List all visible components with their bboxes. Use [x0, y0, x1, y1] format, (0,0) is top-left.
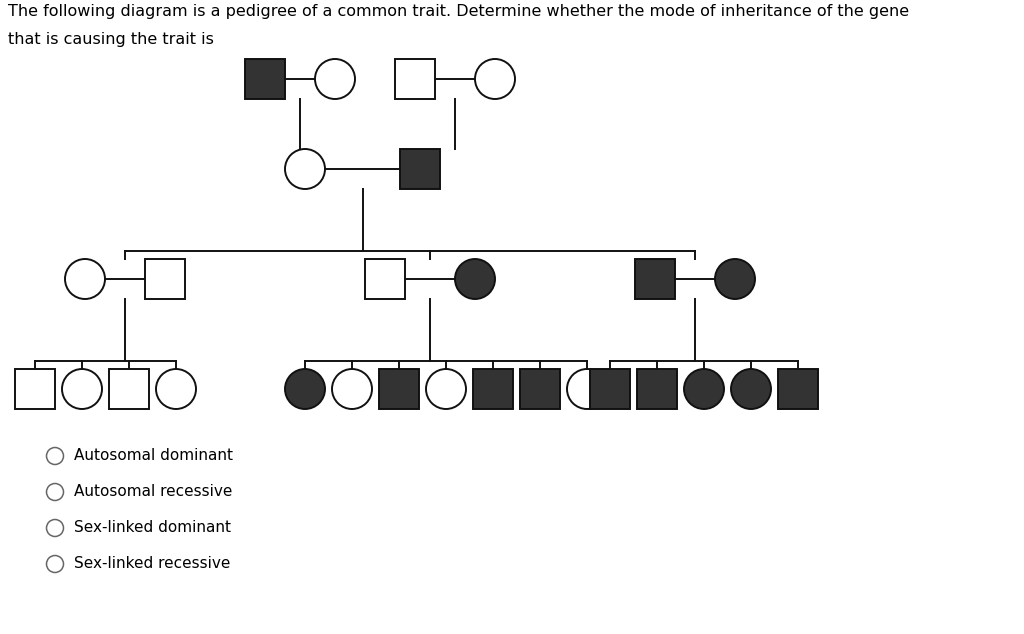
Bar [778, 369, 818, 409]
Circle shape [65, 259, 105, 299]
Circle shape [46, 555, 63, 573]
Circle shape [332, 369, 372, 409]
Bar [473, 369, 513, 409]
Circle shape [156, 369, 196, 409]
Circle shape [62, 369, 102, 409]
Circle shape [684, 369, 724, 409]
Bar [637, 369, 677, 409]
Bar [379, 369, 419, 409]
Text: that is causing the trait is: that is causing the trait is [8, 32, 214, 47]
Bar [400, 149, 440, 189]
Text: Sex-linked recessive: Sex-linked recessive [74, 557, 229, 571]
Circle shape [46, 484, 63, 500]
Text: The following diagram is a pedigree of a common trait. Determine whether the mod: The following diagram is a pedigree of a… [8, 4, 909, 19]
Bar [109, 369, 150, 409]
Circle shape [315, 59, 355, 99]
Bar [635, 259, 675, 299]
Circle shape [455, 259, 495, 299]
Circle shape [731, 369, 771, 409]
Text: Sex-linked dominant: Sex-linked dominant [74, 521, 230, 536]
Circle shape [567, 369, 607, 409]
Circle shape [46, 519, 63, 536]
Bar [520, 369, 560, 409]
Bar [245, 59, 285, 99]
Bar [15, 369, 55, 409]
Circle shape [426, 369, 466, 409]
Text: Autosomal dominant: Autosomal dominant [74, 448, 232, 463]
Text: Autosomal recessive: Autosomal recessive [74, 484, 231, 500]
Bar [145, 259, 185, 299]
Bar [590, 369, 630, 409]
Bar [365, 259, 406, 299]
Circle shape [46, 448, 63, 465]
Circle shape [715, 259, 755, 299]
Circle shape [285, 149, 325, 189]
Bar [395, 59, 435, 99]
Circle shape [285, 369, 325, 409]
Circle shape [475, 59, 515, 99]
